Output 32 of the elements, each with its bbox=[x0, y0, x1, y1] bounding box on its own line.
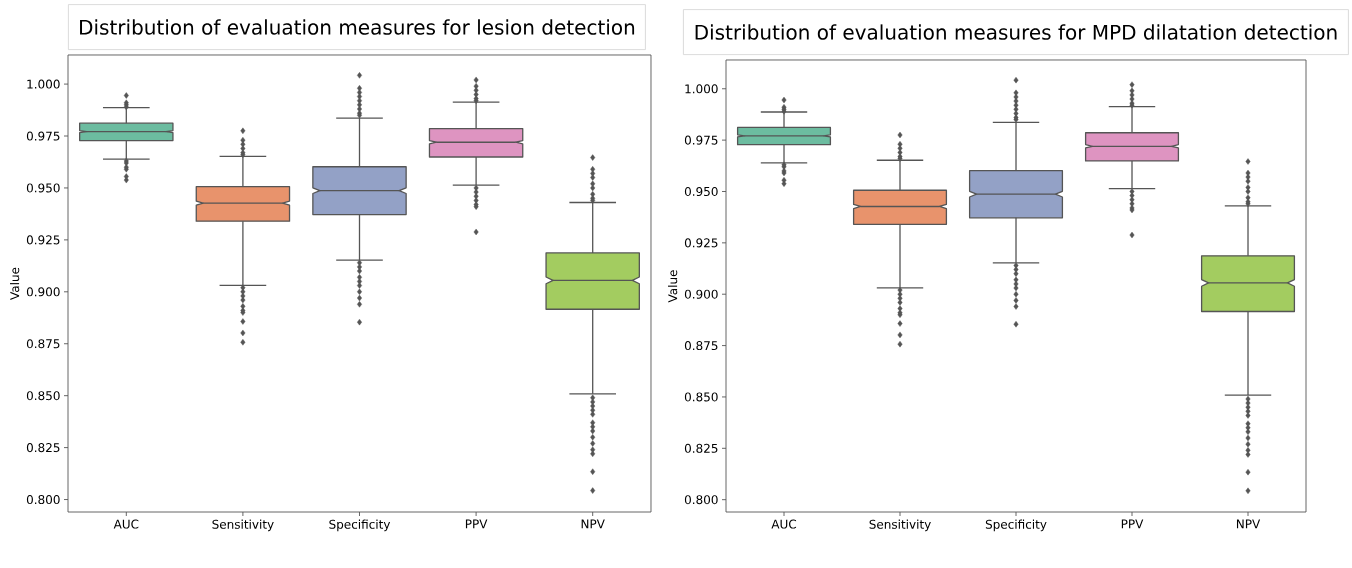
x-tick-label: Sensitivity bbox=[869, 519, 931, 532]
y-tick-label: 0.875 bbox=[26, 339, 60, 349]
y-tick-label: 0.875 bbox=[684, 341, 718, 351]
y-tick-label: 0.900 bbox=[684, 289, 718, 299]
x-tick-label: NPV bbox=[1236, 519, 1261, 529]
y-axis-title: Value bbox=[9, 267, 20, 300]
x-tick-label: Specificity bbox=[329, 519, 391, 532]
y-tick-label: 1.000 bbox=[27, 79, 60, 89]
x-tick-label: Sensitivity bbox=[212, 519, 274, 532]
x-tick-label: NPV bbox=[581, 519, 605, 529]
y-tick-label: 0.950 bbox=[684, 186, 718, 197]
chart-title: Distribution of evaluation measures for MPD dilatation detection bbox=[695, 24, 1337, 40]
y-tick-label: 0.800 bbox=[684, 495, 718, 505]
y-tick-label: 0.800 bbox=[26, 495, 60, 505]
y-axis-title: Value bbox=[667, 270, 678, 303]
y-tick-label: 0.900 bbox=[26, 287, 60, 297]
x-tick-label: AUC bbox=[113, 519, 139, 529]
chart-title: Distribution of evaluation measures for lesion detection bbox=[80, 19, 635, 35]
y-tick-label: 0.925 bbox=[684, 238, 718, 248]
x-tick-label: PPV bbox=[465, 519, 488, 529]
y-tick-label: 0.975 bbox=[26, 131, 60, 141]
y-tick-label: 0.825 bbox=[684, 443, 718, 453]
y-tick-label: 0.850 bbox=[26, 391, 60, 401]
y-tick-label: 0.975 bbox=[684, 135, 718, 145]
x-tick-label: PPV bbox=[1121, 519, 1144, 529]
y-tick-label: 0.950 bbox=[26, 183, 60, 193]
x-tick-label: Specificity bbox=[985, 519, 1047, 532]
y-tick-label: 0.925 bbox=[26, 235, 60, 245]
y-tick-label: 1.000 bbox=[685, 84, 718, 94]
y-tick-label: 0.850 bbox=[684, 392, 718, 402]
y-tick-label: 0.825 bbox=[26, 443, 60, 453]
x-tick-label: AUC bbox=[771, 519, 797, 529]
